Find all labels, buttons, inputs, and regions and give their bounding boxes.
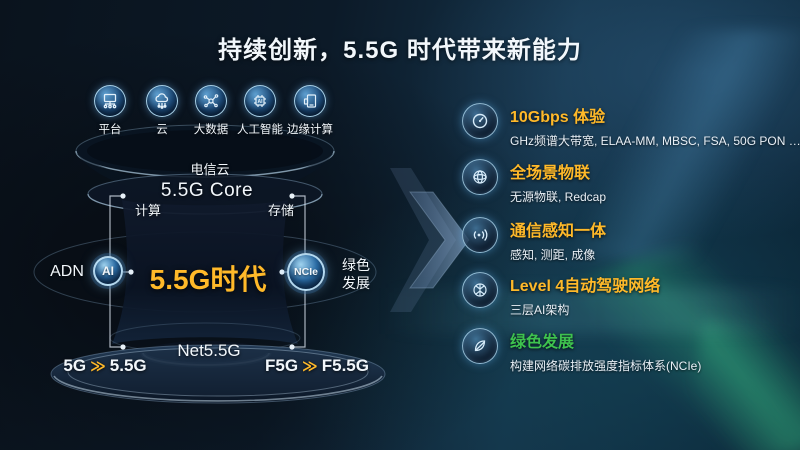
- iot-globe-icon: [462, 159, 498, 195]
- telecom-cloud-label: 电信云: [190, 162, 230, 177]
- capability-subtitle: 无源物联, Redcap: [510, 190, 607, 204]
- top-icon-label: 云: [156, 124, 168, 136]
- net55g-label: Net5.5G: [177, 341, 241, 360]
- top-icon-label: 人工智能: [237, 124, 283, 136]
- top-icon-ai: AI 人工智能: [228, 85, 292, 137]
- era-title: 5.5G时代: [149, 264, 267, 295]
- top-icon-label: 大数据: [193, 124, 229, 136]
- double-chevron-icon: ≫: [302, 358, 318, 375]
- sensing-icon: [462, 217, 498, 253]
- top-icon-label: 平台: [98, 124, 122, 136]
- top-icon-platform: 平台: [78, 85, 142, 137]
- platform-icon: [94, 85, 126, 117]
- storage-label: 存储: [267, 203, 294, 218]
- evolution-f5g-label: F5G ≫ F5.5G: [264, 356, 369, 375]
- capability-item-10gbps: 10Gbps 体验 GHz频谱大带宽, ELAA-MM, MBSC, FSA, …: [462, 103, 800, 149]
- edge-computing-icon: [294, 85, 326, 117]
- compute-label: 计算: [134, 203, 161, 218]
- right-arrow-chevron: [390, 168, 470, 312]
- capability-subtitle: 感知, 测距, 成像: [510, 248, 596, 262]
- ai-badge: AI: [93, 256, 123, 286]
- page-title: 持续创新，5.5G 时代带来新能力: [218, 37, 582, 64]
- autonomous-network-icon: [462, 272, 498, 308]
- top-icon-edge-computing: 边缘计算: [278, 85, 342, 137]
- evolution-5g-label: 5G ≫ 5.5G: [63, 356, 147, 375]
- capability-subtitle: GHz频谱大带宽, ELAA-MM, MBSC, FSA, 50G PON …: [510, 134, 800, 148]
- svg-text:AI: AI: [258, 99, 264, 105]
- capability-item-iot: 全场景物联 无源物联, Redcap: [462, 159, 792, 205]
- capability-item-green: 绿色发展 构建网络碳排放强度指标体系(NCIe): [462, 328, 792, 374]
- top-icon-cloud: 云: [130, 85, 194, 137]
- capability-title: 通信感知一体: [510, 223, 607, 240]
- capability-subtitle: 构建网络碳排放强度指标体系(NCIe): [510, 359, 702, 373]
- capability-title: 绿色发展: [510, 334, 575, 351]
- double-chevron-icon: ≫: [90, 358, 106, 375]
- top-icon-label: 边缘计算: [287, 124, 333, 136]
- ai-icon: AI: [244, 85, 276, 117]
- capability-item-sensing: 通信感知一体 感知, 测距, 成像: [462, 217, 792, 263]
- gauge-icon: [462, 103, 498, 139]
- capability-title: Level 4自动驾驶网络: [510, 278, 661, 295]
- capability-subtitle: 三层AI架构: [510, 303, 570, 317]
- core-label: 5.5G Core: [160, 180, 254, 201]
- ncie-badge: NCIe: [287, 253, 325, 291]
- big-data-icon: [195, 85, 227, 117]
- top-icon-big-data: 大数据: [179, 85, 243, 137]
- cloud-icon: [146, 85, 178, 117]
- leaf-icon: [462, 328, 498, 364]
- green-development-label: 绿色 发展: [342, 257, 370, 292]
- bracket-dots: [120, 193, 295, 350]
- capability-title: 全场景物联: [510, 165, 591, 182]
- capability-item-autonomous-network: Level 4自动驾驶网络 三层AI架构: [462, 272, 792, 318]
- adn-label: ADN: [50, 263, 84, 280]
- capability-title: 10Gbps 体验: [510, 109, 606, 126]
